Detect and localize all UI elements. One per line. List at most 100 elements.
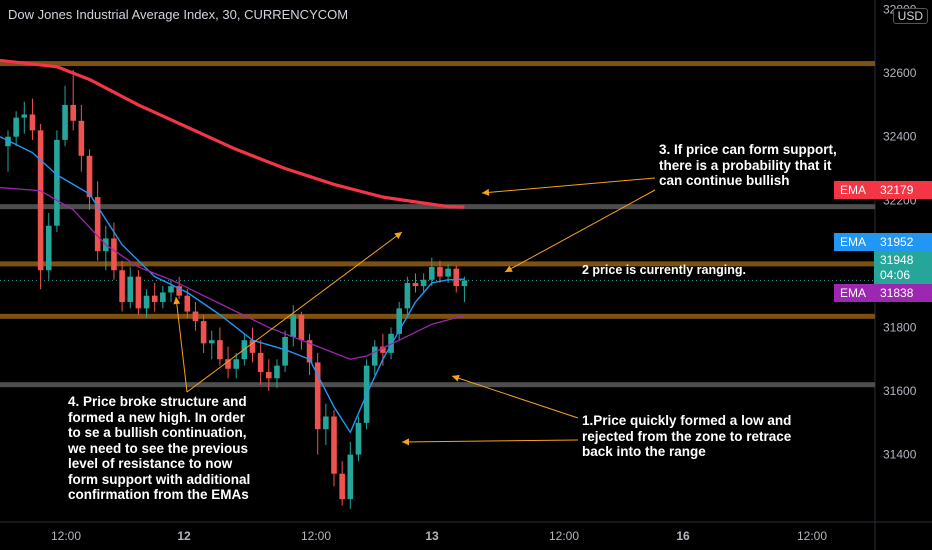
- ema-blue-badge-label: EMA: [834, 233, 874, 251]
- ema-purple-badge-value: 31838: [874, 284, 932, 302]
- candle-body: [225, 359, 231, 369]
- candle-body: [160, 292, 166, 303]
- candle-body: [249, 340, 256, 353]
- annotation-4: 4. Price broke structure and formed a ne…: [68, 394, 251, 502]
- candle-body: [200, 321, 207, 344]
- x-tick-label: 12:00: [797, 529, 827, 543]
- candle-body: [111, 238, 117, 271]
- candle-body: [5, 136, 11, 147]
- candle-body: [13, 117, 19, 137]
- candle-body: [168, 286, 174, 293]
- arrow-line: [175, 296, 188, 393]
- candle-body: [437, 267, 443, 277]
- ema-line-purple: [0, 186, 465, 360]
- x-tick-label: 16: [676, 529, 690, 543]
- candle-body: [217, 340, 223, 360]
- candle-body: [127, 276, 134, 303]
- ema-blue-badge-value: 31952: [874, 233, 932, 251]
- ema-red-badge-value: 32179: [874, 181, 932, 199]
- candle-body: [412, 282, 419, 287]
- y-tick-label: 31600: [883, 384, 917, 398]
- candle-body: [331, 416, 337, 474]
- arrow-line: [504, 189, 656, 273]
- candle-body: [257, 352, 264, 372]
- candle-body: [70, 104, 76, 121]
- candle-body: [86, 155, 93, 198]
- y-tick-label: 32600: [883, 66, 917, 80]
- candle-body: [420, 279, 427, 287]
- level-zone-4: [0, 382, 875, 388]
- candle-body: [62, 104, 68, 140]
- candle-body: [388, 333, 394, 353]
- candle-body: [266, 371, 272, 379]
- x-tick-label: 13: [425, 529, 439, 543]
- y-tick-label: 31800: [883, 320, 917, 334]
- horizontal-levels: [0, 61, 875, 388]
- annotation-1: 1.Price quickly formed a low and rejecte…: [582, 413, 792, 459]
- level-zone-2: [0, 261, 875, 267]
- arrow-head: [452, 374, 460, 382]
- candle-body: [176, 286, 182, 296]
- candle-body: [54, 139, 60, 226]
- candle-body: [429, 267, 435, 280]
- arrow-head: [482, 188, 490, 196]
- ema-red-badge-label: EMA: [834, 181, 874, 199]
- arrow-head: [394, 232, 402, 239]
- x-axis[interactable]: 12:00 12 12:00 13 12:00 16 12:00: [51, 529, 827, 543]
- level-zone-0: [0, 61, 875, 67]
- candle-body: [380, 346, 386, 353]
- ema-purple-badge-label: EMA: [834, 284, 874, 302]
- arrow-head: [505, 265, 513, 272]
- candle-body: [135, 276, 142, 309]
- x-tick-label: 12:00: [549, 529, 579, 543]
- candle-body: [151, 295, 158, 303]
- candle-body: [396, 308, 402, 334]
- candle-body: [404, 282, 411, 309]
- x-tick-label: 12:00: [51, 529, 81, 543]
- currency-label[interactable]: USD: [892, 8, 928, 24]
- arrow-head: [402, 438, 410, 446]
- candle-body: [323, 416, 329, 430]
- candle-body: [143, 295, 150, 309]
- arrow-line: [451, 375, 579, 419]
- x-tick-label: 12:00: [301, 529, 331, 543]
- candle-body: [192, 311, 199, 322]
- candle-body: [119, 270, 125, 303]
- ema-line-blue: [0, 136, 465, 434]
- y-tick-label: 32400: [883, 130, 917, 144]
- ema-lines: [0, 58, 465, 434]
- annotation-arrows: [173, 177, 656, 446]
- candle-body: [339, 473, 345, 500]
- candle-body: [371, 346, 378, 366]
- arrow-head: [173, 297, 181, 305]
- candle-body: [306, 340, 313, 363]
- candle-body: [184, 295, 191, 312]
- candle-body: [355, 422, 362, 455]
- candle-body: [208, 340, 215, 344]
- candle-body: [233, 359, 239, 369]
- candlesticks: [5, 69, 468, 509]
- candle-body: [453, 268, 460, 287]
- arrow-line: [481, 177, 656, 194]
- candle-body: [21, 114, 28, 118]
- candle-body: [45, 225, 52, 271]
- annotation-3: 3. If price can form support, there is a…: [659, 142, 837, 188]
- chart-title: Dow Jones Industrial Average Index, 30, …: [8, 7, 349, 22]
- candle-countdown: 04:06: [880, 268, 911, 282]
- x-tick-label: 12: [177, 529, 191, 543]
- candle-body: [298, 314, 305, 341]
- candle-body: [461, 280, 468, 287]
- level-zone-3: [0, 313, 875, 319]
- candle-body: [314, 362, 321, 430]
- candle-body: [37, 130, 44, 271]
- candle-body: [78, 120, 85, 156]
- ema-line-red: [0, 58, 465, 209]
- current-price-value: 31948: [880, 253, 914, 267]
- arrow-line: [186, 231, 403, 393]
- candle-body: [282, 336, 288, 366]
- candle-body: [94, 197, 101, 252]
- current-price-badge: 31948 04:06: [874, 251, 932, 285]
- candle-body: [445, 268, 451, 277]
- y-tick-label: 31400: [883, 448, 917, 462]
